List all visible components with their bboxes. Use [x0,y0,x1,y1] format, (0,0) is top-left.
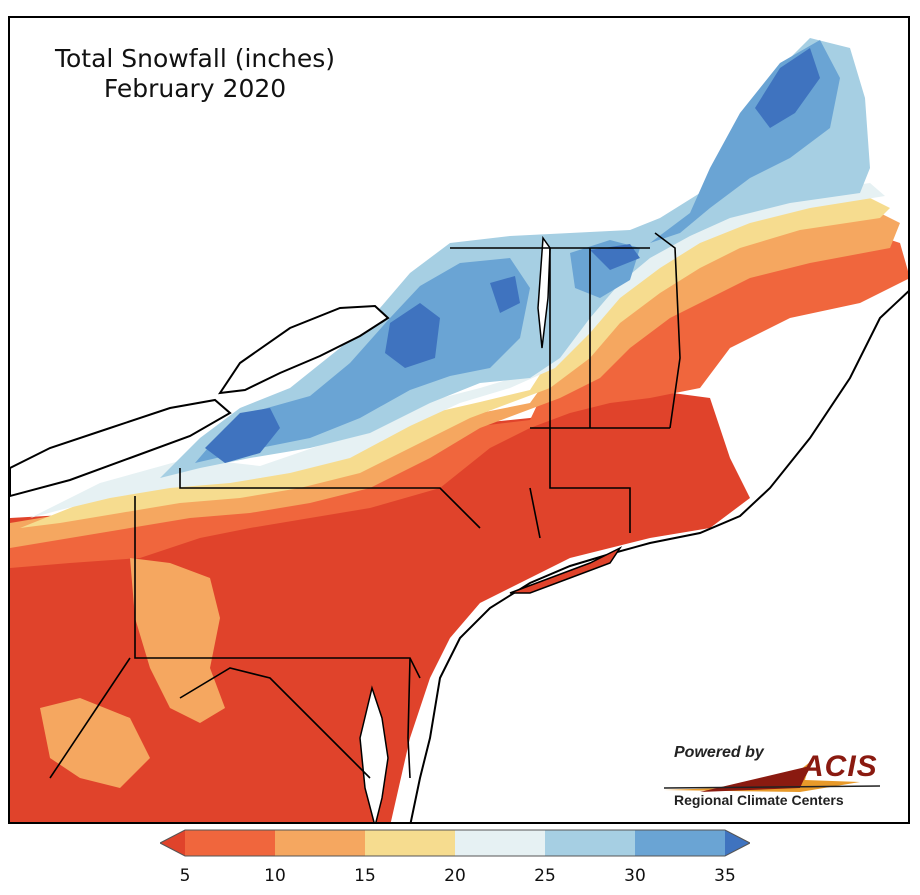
colorbar-bin [725,830,750,856]
colorbar-bin [635,830,725,856]
title-line-2: February 2020 [103,74,287,103]
region-yellow [20,198,890,528]
region-dark-blue-vt [590,244,640,270]
map-title: Total Snowfall (inches) February 2020 [30,44,360,104]
colorbar-tick-label: 30 [624,866,646,886]
colorbar-bin [275,830,365,856]
colorbar [160,829,750,857]
chesapeake-bay [359,685,389,822]
colorbar-tick-label: 20 [444,866,466,886]
lake-ontario [217,304,390,395]
region-light-blue [160,38,870,478]
colorbar-bin [160,830,185,856]
acis-logo: Powered by ACIS Regional Climate Centers [660,732,890,820]
region-dark-blue-tug [385,303,440,368]
acis-swoosh-icon [663,762,881,792]
long-island [509,546,623,594]
region-dark-blue-adk [490,276,520,313]
colorbar-bin [365,830,455,856]
lake-champlain [537,235,551,349]
acis-text: ACIS [802,750,878,783]
colorbar-tick-label: 15 [354,866,376,886]
map-canvas [10,38,908,822]
title-line-1: Total Snowfall (inches) [54,44,336,73]
colorbar-bin [185,830,275,856]
powered-by-text: Powered by [674,744,764,761]
colorbar-tick-label: 5 [179,866,191,886]
regional-climate-centers-text: Regional Climate Centers [674,792,844,808]
region-light-orange-west [130,558,225,723]
colorbar-tick-label: 10 [264,866,286,886]
region-dark-blue-me [755,48,820,128]
colorbar-bin [455,830,545,856]
snowfall-map: Total Snowfall (inches) February 2020 Po… [8,16,910,824]
colorbar-tick-label: 25 [534,866,556,886]
region-light-orange-south [40,698,150,788]
region-dark-blue-buffalo [205,408,280,463]
lake-erie [10,398,232,498]
colorbar-bin [545,830,635,856]
colorbar-tick-label: 35 [714,866,736,886]
region-mid-blue [195,258,530,463]
region-orange [10,233,908,568]
region-white-blue [30,183,885,518]
state-borders [49,232,681,779]
